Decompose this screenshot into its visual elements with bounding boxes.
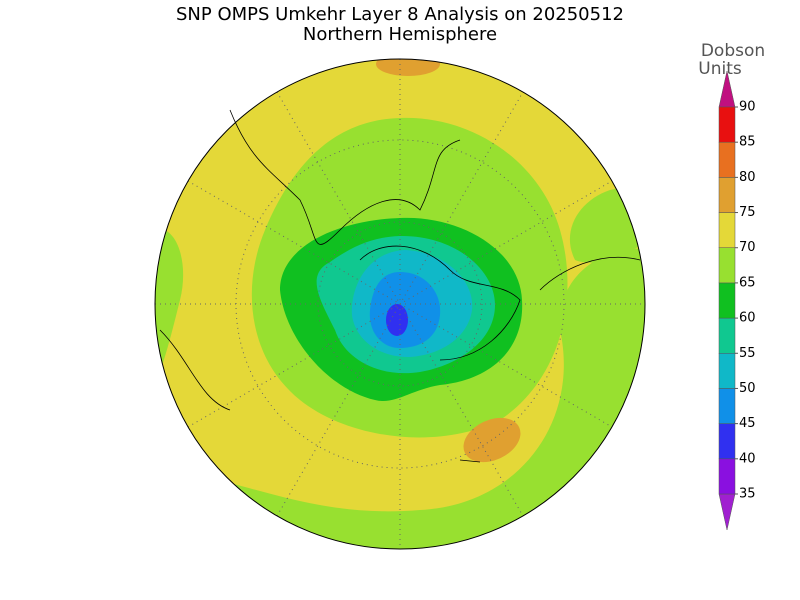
colorbar-tick-label: 60: [739, 311, 756, 326]
coastlines: [159, 109, 641, 463]
colorbar-tick-label: 85: [739, 135, 756, 150]
colorbar-tick-label: 40: [739, 451, 756, 466]
colorbar-tick-label: 65: [739, 275, 756, 290]
colorbar-tick-label: 35: [739, 487, 756, 502]
colorbar-segment: [718, 458, 736, 495]
colorbar-segment: [718, 212, 736, 248]
colorbar-tick-label: 55: [739, 346, 756, 361]
field-75-80: [463, 417, 521, 463]
map-border: [154, 58, 646, 550]
colorbar-tick-label: 50: [739, 381, 756, 396]
colorbar-tick-label: 70: [739, 240, 756, 255]
colorbar-label: Units: [698, 59, 742, 79]
colorbar-segment: [718, 317, 736, 354]
colorbar-segment: [718, 106, 736, 143]
colorbar: 35 40 45 50 55 60 65 70 75 80 85 90: [718, 70, 756, 531]
title: SNP OMPS Umkehr Layer 8 Analysis on 2025…: [176, 4, 624, 25]
colorbar-label: Dobson: [701, 41, 765, 61]
subtitle: Northern Hemisphere: [303, 24, 497, 45]
colorbar-tick-label: 90: [739, 100, 756, 115]
colorbar-segment: [718, 247, 736, 284]
colorbar-tick-label: 45: [739, 416, 756, 431]
colorbar-segment: [718, 177, 736, 213]
colorbar-segment: [718, 423, 736, 460]
field-75-80: [376, 59, 440, 76]
latitude-circle: [317, 221, 483, 387]
colorbar-segment: [718, 353, 736, 389]
graticule: [154, 58, 646, 550]
field-65-70: [155, 248, 645, 549]
colorbar-tick-label: 75: [739, 205, 756, 220]
colorbar-segment: [718, 141, 736, 178]
colorbar-segment: [718, 388, 736, 424]
colorbar-tick-label: 80: [739, 170, 756, 185]
meridians: [155, 59, 645, 549]
field-40-45: [386, 304, 408, 336]
colorbar-segment: [718, 282, 736, 319]
